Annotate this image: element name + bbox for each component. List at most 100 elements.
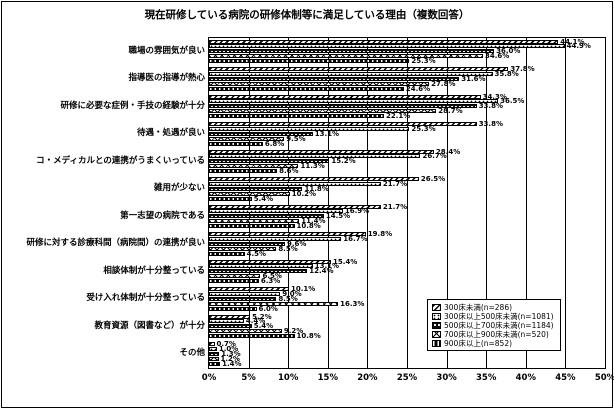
bar-group: 44.1% 44.9% 36.0% 34.6% 25.3%	[209, 38, 605, 68]
bar-row: 36.0%	[209, 47, 605, 56]
bar-value-label: 24.6%	[405, 84, 431, 93]
bar-value-label: 26.7%	[422, 152, 447, 161]
legend-item: 900床以上(n=852)	[432, 339, 556, 348]
bar-value-label: 8.5%	[278, 294, 298, 303]
x-tick-label: 25%	[396, 373, 418, 383]
bar-row: 10.8%	[209, 333, 605, 340]
bar-value-label: 19.8%	[367, 230, 393, 238]
bar-diagonal-hatch	[209, 314, 251, 319]
bar-value-label: 4.5%	[246, 249, 267, 258]
bar-value-label: 13.1%	[314, 262, 340, 271]
x-tick-label: 40%	[515, 373, 536, 383]
bar-diagonal-hatch	[209, 342, 215, 346]
bar-row: 22.1%	[209, 113, 605, 120]
bar-value-label: 9.6%	[287, 239, 307, 248]
bar-row: 0.7%	[209, 340, 605, 348]
bar-row: 6.5%	[209, 273, 605, 280]
x-tick-label: 15%	[317, 373, 338, 383]
bar-white-dots	[209, 319, 244, 324]
category-label: 指導医の指導が熱心	[128, 73, 205, 84]
category-label: その他	[179, 348, 205, 359]
bar-cross-lattice	[209, 329, 282, 334]
bar-value-label: 37.8%	[510, 65, 535, 73]
bar-cross-lattice	[209, 164, 299, 169]
bar-value-label: 25.3%	[411, 124, 436, 133]
legend-label: 300床未満(n=286)	[444, 303, 513, 312]
bar-value-label: 28.4%	[435, 147, 461, 156]
bar-group: 5.2% 4.4% 5.4% 9.2% 10.8%	[209, 313, 605, 343]
legend-swatch-white-dots	[432, 313, 441, 320]
bar-row: 9.5%	[209, 135, 605, 142]
bar-black-dashes	[209, 196, 252, 201]
category-label: 受け入れ体制が十分整っている	[86, 293, 205, 304]
x-tick-label: 0%	[201, 373, 217, 383]
bar-dark-dots	[209, 131, 313, 136]
bar-value-label: 14.5%	[325, 212, 351, 221]
x-tick-label: 35%	[476, 373, 497, 383]
bar-white-dots	[209, 154, 421, 159]
bar-diagonal-hatch	[209, 149, 434, 154]
bar-black-dashes	[209, 334, 295, 339]
bar-dark-dots	[209, 186, 303, 191]
bar-value-label: 10.8%	[296, 222, 321, 231]
bar-row: 33.8%	[209, 121, 605, 128]
bar-row: 9.0%	[209, 290, 605, 297]
bar-value-label: 21.7%	[382, 202, 408, 211]
bar-group: 19.8% 16.7% 9.6% 8.5% 4.5%	[209, 230, 605, 260]
bar-row: 26.5%	[209, 175, 605, 183]
x-tick-label: 30%	[436, 373, 457, 383]
bar-value-label: 0.7%	[216, 340, 236, 348]
bar-row: 11.4%	[209, 218, 605, 225]
bar-white-dots	[209, 236, 342, 241]
bar-row: 25.3%	[209, 124, 605, 133]
bar-value-label: 21.7%	[382, 179, 408, 188]
bar-black-dashes	[209, 141, 263, 146]
plot-area: 44.1% 44.9% 36.0% 34.6% 25.3% 37.8% 35.8% 31.6%…	[208, 37, 606, 369]
bar-value-label: 16.7%	[343, 234, 368, 243]
bar-row: 4.4%	[209, 318, 605, 325]
bar-value-label: 16.9%	[344, 207, 370, 216]
bar-value-label: 10.1%	[290, 285, 316, 293]
bar-row: 5.2%	[209, 313, 605, 320]
bar-row: 8.6%	[209, 168, 605, 175]
category-label: 研修に対する診療科間（病院間）の連携が良い	[26, 238, 205, 249]
legend-swatch-cross-lattice	[432, 331, 441, 338]
bar-value-label: 33.8%	[478, 102, 503, 111]
legend-item: 700床以上900床未満(n=520)	[432, 330, 556, 339]
gridline	[248, 38, 250, 368]
bar-value-label: 13.1%	[314, 129, 340, 138]
bar-value-label: 44.9%	[566, 42, 591, 51]
bar-value-label: 35.8%	[494, 69, 519, 78]
bar-value-label: 1.3%	[221, 349, 241, 358]
bar-row: 14.5%	[209, 212, 605, 221]
bar-row: 15.4%	[209, 258, 605, 265]
bar-group: 33.8% 25.3% 13.1% 9.5% 6.8%	[209, 121, 605, 150]
bar-diagonal-hatch	[209, 232, 366, 236]
bar-row: 10.1%	[209, 285, 605, 293]
bar-dark-dots	[209, 351, 220, 356]
bar-value-label: 6.0%	[258, 304, 278, 313]
bar-white-dots	[209, 44, 565, 49]
bar-group: 37.8% 35.8% 31.6% 27.8% 24.6%	[209, 65, 605, 95]
bar-value-label: 1.0%	[218, 344, 239, 353]
bar-white-dots	[209, 209, 343, 214]
bar-group: 26.5% 21.7% 11.8% 10.2% 5.4%	[209, 175, 605, 205]
bar-value-label: 26.5%	[420, 175, 446, 183]
legend-swatch-dark-dots	[432, 322, 441, 329]
legend-swatch-diagonal-hatch	[432, 304, 441, 311]
bar-value-label: 6.3%	[260, 277, 281, 286]
bar-row: 9.2%	[209, 328, 605, 335]
x-tick-label: 10%	[278, 373, 299, 383]
bar-diagonal-hatch	[209, 259, 331, 264]
bar-white-dots	[209, 71, 493, 76]
chart-title: 現在研修している病院の研修体制等に満足している理由（複数回答）	[144, 9, 470, 21]
bar-row: 5.4%	[209, 323, 605, 330]
bar-black-dashes	[209, 169, 278, 174]
bar-row: 12.4%	[209, 268, 605, 275]
bar-value-label: 36.0%	[496, 47, 521, 56]
bar-value-label: 31.6%	[461, 74, 486, 83]
bar-white-dots	[209, 291, 281, 296]
bar-row: 26.7%	[209, 152, 605, 161]
bar-dark-dots	[209, 296, 277, 301]
bar-black-dashes	[209, 86, 404, 91]
